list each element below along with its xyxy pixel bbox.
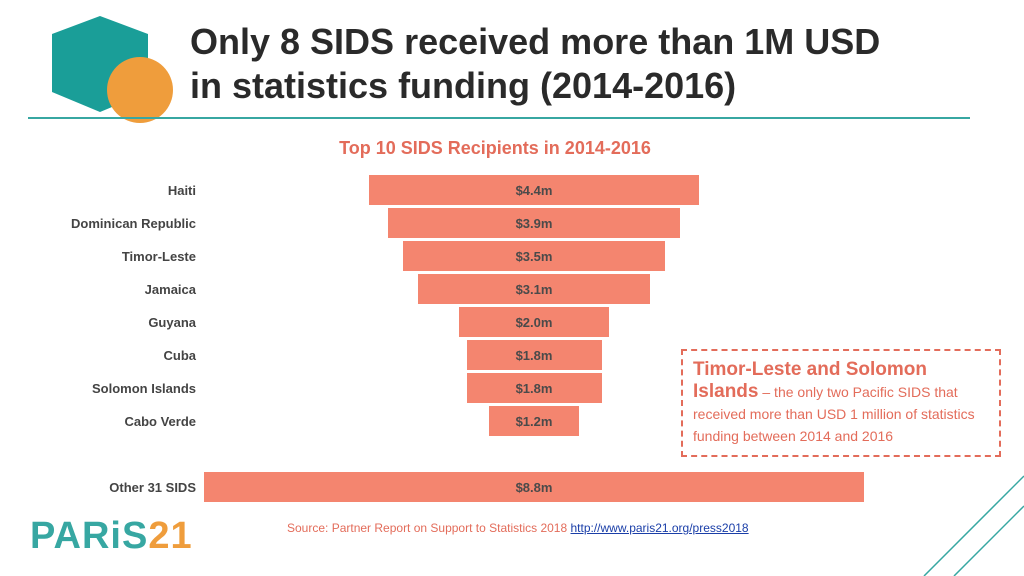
category-label: Jamaica <box>144 282 196 297</box>
bar <box>459 307 609 337</box>
bar <box>387 208 681 238</box>
header-logo-shapes <box>52 16 173 123</box>
bar-value-label: $4.4m <box>515 183 553 198</box>
callout-text: – the only two Pacific SIDS that receive… <box>693 384 975 444</box>
bar-value-label: $1.8m <box>515 381 553 396</box>
category-label: Dominican Republic <box>71 216 196 231</box>
source-link[interactable]: http://www.paris21.org/press2018 <box>570 521 749 535</box>
title-line-1: Only 8 SIDS received more than 1M USD <box>190 21 881 62</box>
corner-decoration <box>923 475 1024 576</box>
orange-circle <box>107 57 173 123</box>
category-label: Haiti <box>167 183 196 198</box>
logo-part2: 21 <box>148 515 193 557</box>
title-line-2: in statistics funding (2014-2016) <box>190 65 737 106</box>
bar-value-label: $3.9m <box>515 216 553 231</box>
source-note: Source: Partner Report on Support to Sta… <box>287 521 749 535</box>
bar <box>402 241 666 271</box>
source-text: Source: Partner Report on Support to Sta… <box>287 521 571 535</box>
bar <box>204 472 864 502</box>
bar <box>466 340 602 370</box>
category-label: Guyana <box>148 315 196 330</box>
paris21-logo: PARiS21 <box>30 515 193 558</box>
bar <box>489 406 579 436</box>
bar <box>417 274 651 304</box>
bar-value-label: $3.1m <box>515 282 553 297</box>
bar-value-label: $3.5m <box>515 249 553 264</box>
callout-highlight: Timor-Leste and Solomon Islands <box>693 359 928 402</box>
callout-box: Timor-Leste and Solomon Islands – the on… <box>681 349 1001 457</box>
bar <box>466 373 602 403</box>
bar-value-label: $1.2m <box>515 414 553 429</box>
category-label: Timor-Leste <box>121 249 196 264</box>
chart-title: Top 10 SIDS Recipients in 2014-2016 <box>339 138 651 158</box>
category-label: Cuba <box>163 348 197 363</box>
bar-value-label: $1.8m <box>515 348 553 363</box>
category-label: Other 31 SIDS <box>109 480 196 495</box>
category-label: Solomon Islands <box>91 381 196 396</box>
title-divider <box>28 117 970 119</box>
bar <box>369 175 699 205</box>
bar-value-label: $8.8m <box>515 480 553 495</box>
category-label: Cabo Verde <box>124 414 196 429</box>
page-title: Only 8 SIDS received more than 1M USD in… <box>190 20 990 108</box>
bar-value-label: $2.0m <box>515 315 553 330</box>
logo-part1: PARiS <box>30 515 149 557</box>
